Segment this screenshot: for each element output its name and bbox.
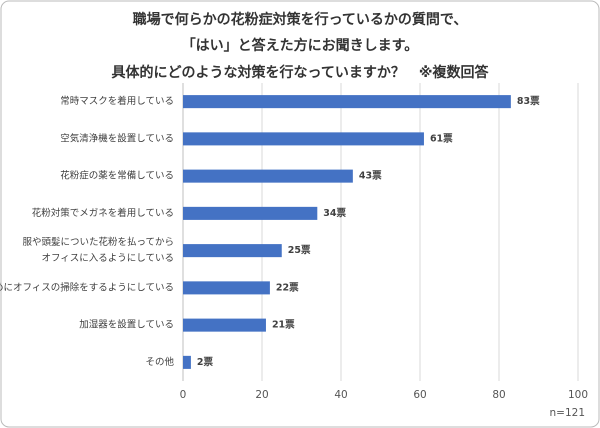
bar (183, 169, 353, 183)
x-tick-label: 100 (568, 389, 588, 401)
bar (183, 355, 191, 369)
bar (183, 244, 282, 258)
bar (183, 318, 266, 332)
x-tick-label: 60 (413, 389, 426, 401)
sample-note: n=121 (550, 407, 586, 419)
y-tick-label: 加湿器を設置している (79, 319, 174, 331)
value-label: 83票 (517, 95, 540, 107)
value-label: 25票 (288, 244, 311, 256)
value-label: 43票 (359, 170, 382, 182)
y-tick-label: 花粉対策でメガネを着用している (32, 207, 174, 219)
y-tick-label: オフィスに入るようにしている (41, 253, 174, 264)
value-label: 2票 (197, 356, 214, 368)
value-label: 22票 (276, 281, 299, 293)
chart-title: 「はい」と答えた方にお聞きします。 (182, 37, 419, 54)
x-tick-label: 40 (334, 389, 347, 401)
x-tick-label: 20 (255, 389, 268, 401)
y-tick-label: 花粉症の薬を常備している (60, 170, 174, 182)
bar (183, 206, 318, 220)
y-tick-label: その他 (145, 356, 174, 368)
bar (183, 132, 424, 146)
x-tick-label: 0 (180, 389, 187, 401)
chart-title: 職場で何らかの花粉症対策を行っているかの質問で、 (133, 11, 468, 28)
value-label: 34票 (323, 207, 346, 219)
chart-title: 具体的にどのような対策を行なっていますか？ ※複数回答 (111, 64, 490, 81)
bar (183, 281, 270, 295)
y-tick-label: 常時マスクを着用している (60, 95, 174, 107)
bar (183, 95, 511, 109)
y-tick-label: 服や頭髪についた花粉を払ってから (22, 236, 174, 248)
value-label: 21票 (272, 319, 295, 331)
y-tick-label: こまめにオフィスの掃除をするようにしている (0, 281, 174, 293)
value-label: 61票 (430, 132, 453, 144)
x-tick-label: 80 (492, 389, 505, 401)
y-tick-label: 空気清浄機を設置している (60, 132, 174, 144)
